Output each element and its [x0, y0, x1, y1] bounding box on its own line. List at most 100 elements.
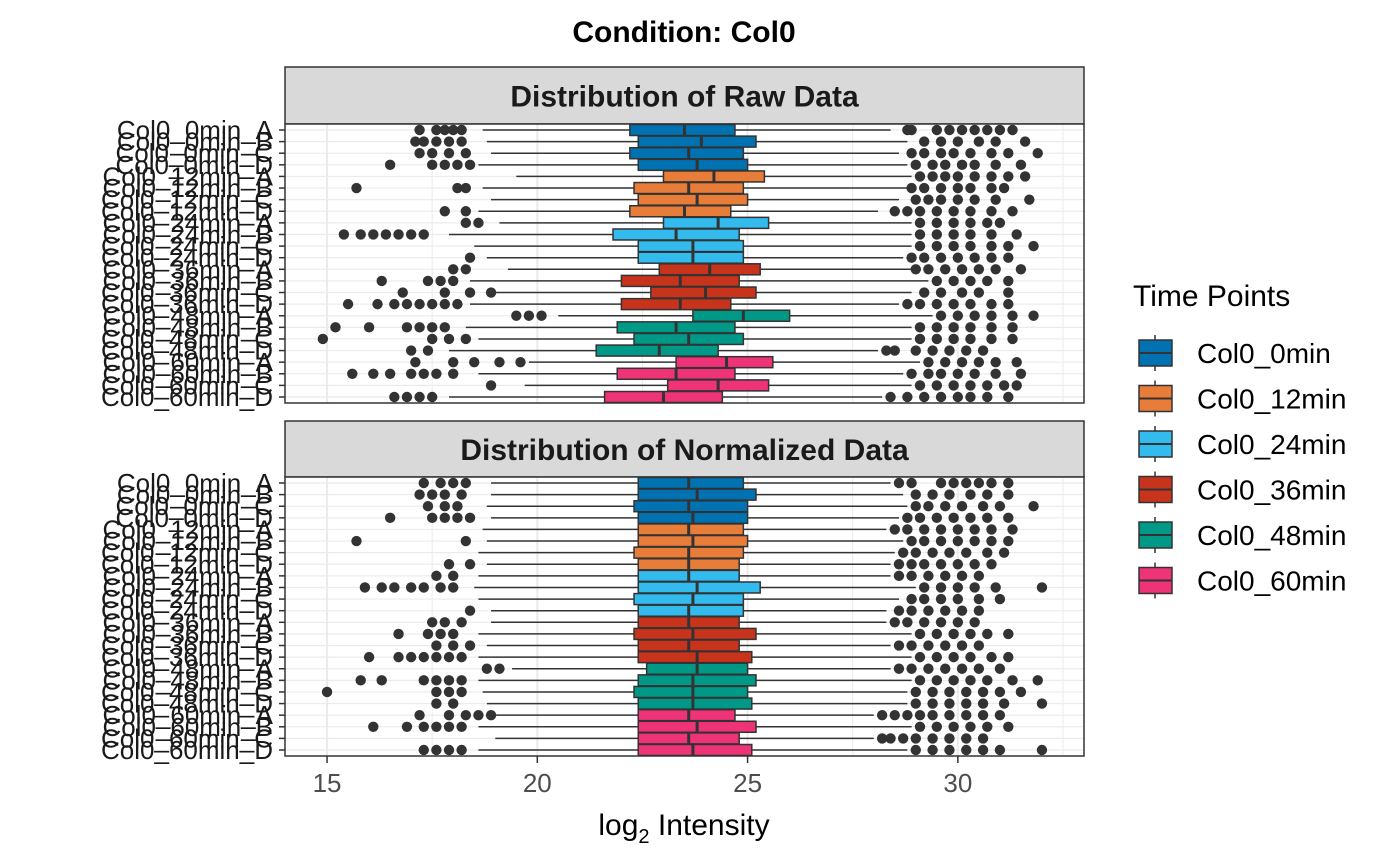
outlier-point [1003, 391, 1014, 403]
outlier-point [952, 593, 964, 605]
outlier-point [990, 368, 1001, 379]
box-Col0_12min_D [439, 205, 1018, 218]
outlier-point [384, 512, 396, 524]
outlier-point [1011, 229, 1022, 240]
outlier-point [931, 275, 943, 287]
box-Col0_24min_B [338, 228, 1022, 241]
legend-label: Col0_12min [1197, 384, 1346, 415]
outlier-point [948, 380, 959, 391]
outlier-point [1015, 264, 1027, 275]
outlier-point [982, 217, 993, 229]
outlier-point [401, 391, 413, 403]
outlier-point [910, 744, 921, 756]
outlier-point [935, 368, 947, 379]
panel-border [284, 476, 1085, 757]
outlier-point [363, 651, 375, 663]
outlier-point [889, 524, 900, 535]
outlier-point [368, 368, 379, 379]
box-Col0_36min_B [376, 274, 1014, 288]
outlier-point [401, 721, 413, 732]
outlier-point [948, 240, 959, 252]
outlier-point [952, 582, 964, 593]
outlier-point [389, 391, 400, 403]
outlier-point [914, 298, 926, 310]
outlier-point [885, 733, 896, 744]
boxes [321, 476, 1048, 757]
outlier-point [418, 136, 429, 147]
outlier-point [919, 391, 930, 403]
box-iqr [637, 251, 745, 264]
outlier-point [435, 582, 446, 593]
outlier-point [426, 512, 438, 524]
outlier-point [464, 559, 476, 570]
outlier-point [990, 159, 1001, 171]
outlier-point [948, 217, 959, 229]
outlier-point [317, 333, 329, 345]
outlier-point [1003, 628, 1014, 640]
outlier-point [893, 605, 905, 616]
box-Col0_48min_D [431, 697, 1048, 710]
outlier-point [923, 501, 934, 512]
outlier-point [906, 663, 917, 674]
box-iqr [637, 193, 749, 206]
outlier-point [439, 512, 450, 524]
outlier-point [982, 391, 993, 403]
outlier-point [952, 368, 964, 379]
outlier-point [401, 298, 413, 310]
legend-item: Col0_48min [1138, 517, 1346, 553]
outlier-point [906, 593, 917, 605]
outlier-point [952, 182, 964, 194]
outlier-point [443, 709, 455, 721]
box-iqr [633, 627, 757, 641]
outlier-point [906, 535, 917, 547]
outlier-point [944, 698, 955, 709]
outlier-point [464, 159, 476, 171]
outlier-point [940, 171, 951, 182]
legend-item: Col0_60min [1138, 562, 1346, 599]
y-tick-label: Col0_36min_B [102, 266, 273, 296]
outlier-point [338, 229, 350, 240]
outlier-point [485, 709, 497, 721]
outlier-point [1003, 721, 1014, 732]
outlier-point [961, 744, 972, 756]
outlier-point [940, 264, 951, 275]
legend-item: Col0_0min [1138, 335, 1331, 371]
outlier-point [940, 356, 951, 368]
outlier-point [414, 489, 425, 500]
outlier-point [944, 547, 955, 558]
outlier-point [1015, 159, 1027, 171]
outlier-point [927, 744, 938, 756]
outlier-point [906, 368, 917, 379]
outlier-point [355, 675, 366, 686]
outlier-point [931, 229, 943, 240]
outlier-point [956, 124, 968, 136]
x-tick-label: 30 [943, 768, 972, 798]
box-Col0_24min_A [431, 569, 985, 583]
outlier-point [418, 582, 429, 593]
outlier-point [935, 182, 947, 194]
outlier-point [439, 617, 450, 628]
outlier-point [961, 733, 972, 744]
outlier-point [944, 709, 955, 721]
outlier-point [931, 322, 943, 333]
y-tick-label: Col0_60min_B [102, 712, 273, 742]
box-Col0_36min_D [342, 297, 1014, 311]
outlier-point [1007, 524, 1018, 535]
outlier-point [927, 709, 938, 721]
outlier-point [965, 298, 976, 310]
y-tick-label: Col0_60min_C [101, 723, 273, 753]
outlier-point [1028, 310, 1039, 321]
box-iqr [662, 216, 770, 230]
y-tick-label: Col0_24min_A [102, 208, 273, 238]
box-Col0_48min_A [481, 662, 1006, 675]
outlier-point [405, 582, 417, 593]
outlier-point [965, 721, 976, 732]
outlier-point [931, 651, 943, 663]
outlier-point [906, 124, 917, 136]
y-tick-label: Col0_60min_D [101, 382, 273, 412]
outlier-point [914, 333, 926, 345]
outlier-point [948, 298, 959, 310]
outlier-point [931, 333, 943, 345]
outlier-point [422, 275, 434, 287]
outlier-point [376, 275, 387, 287]
